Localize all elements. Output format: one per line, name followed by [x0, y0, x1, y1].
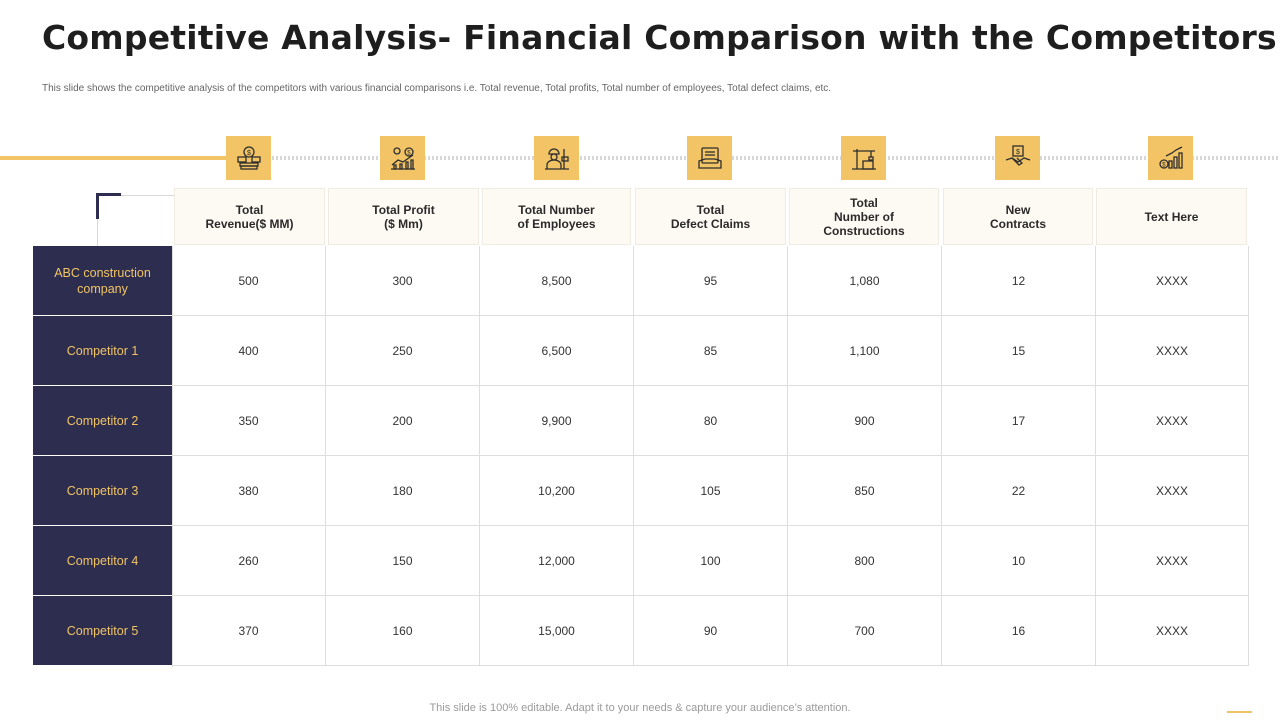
constructions-cell: 850 [788, 456, 942, 526]
defect-claims-cell: 90 [634, 596, 788, 666]
svg-text:$: $ [407, 151, 411, 157]
defect-claims-cell: 100 [634, 526, 788, 596]
contracts-cell: 22 [942, 456, 1096, 526]
svg-text:$: $ [1016, 149, 1020, 156]
constructions-cell: 1,080 [788, 246, 942, 316]
contracts-cell: 12 [942, 246, 1096, 316]
contracts-cell: 10 [942, 526, 1096, 596]
profit-chart-icon: $ [380, 136, 425, 180]
footer-accent [1227, 711, 1252, 713]
employees-cell: 10,200 [480, 456, 634, 526]
defect-claims-cell: 95 [634, 246, 788, 316]
constructions-cell: 800 [788, 526, 942, 596]
header-new-contracts: New Contracts [943, 188, 1093, 245]
revenue-cell: 350 [172, 386, 326, 456]
company-name-cell: ABC construction company [33, 246, 172, 316]
header-total-defect-claims: Total Defect Claims [635, 188, 786, 245]
revenue-cell: 500 [172, 246, 326, 316]
header-text-here: Text Here [1096, 188, 1247, 245]
text-here-cell: XXXX [1096, 596, 1249, 666]
growth-chart-icon: $ [1148, 136, 1193, 180]
constructions-cell: 700 [788, 596, 942, 666]
header-total-revenue: Total Revenue($ MM) [174, 188, 325, 245]
constructions-cell: 900 [788, 386, 942, 456]
text-here-cell: XXXX [1096, 386, 1249, 456]
defect-claims-cell: 105 [634, 456, 788, 526]
header-total-profit: Total Profit ($ Mm) [328, 188, 479, 245]
header-total-constructions: Total Number of Constructions [789, 188, 939, 245]
company-name-cell: Competitor 1 [33, 316, 172, 386]
employees-cell: 12,000 [480, 526, 634, 596]
table-row: Competitor 3 380 180 10,200 105 850 22 X… [33, 456, 1249, 526]
text-here-cell: XXXX [1096, 456, 1249, 526]
page-subtitle: This slide shows the competitive analysi… [42, 83, 832, 94]
defect-claims-cell: 85 [634, 316, 788, 386]
table-row: Competitor 5 370 160 15,000 90 700 16 XX… [33, 596, 1249, 666]
employees-cell: 15,000 [480, 596, 634, 666]
company-name-cell: Competitor 3 [33, 456, 172, 526]
footer-note: This slide is 100% editable. Adapt it to… [429, 702, 851, 714]
profit-cell: 160 [326, 596, 480, 666]
table-row: Competitor 2 350 200 9,900 80 900 17 XXX… [33, 386, 1249, 456]
contracts-cell: 15 [942, 316, 1096, 386]
revenue-cell: 380 [172, 456, 326, 526]
page-title: Competitive Analysis- Financial Comparis… [42, 18, 1277, 57]
revenue-cell: 400 [172, 316, 326, 386]
profit-cell: 300 [326, 246, 480, 316]
handshake-icon: $ [995, 136, 1040, 180]
table-corner-bracket [96, 193, 121, 219]
text-here-cell: XXXX [1096, 316, 1249, 386]
money-icon: $ [226, 136, 271, 180]
table-row: ABC construction company 500 300 8,500 9… [33, 246, 1249, 316]
table-row: Competitor 4 260 150 12,000 100 800 10 X… [33, 526, 1249, 596]
workers-icon [534, 136, 579, 180]
profit-cell: 200 [326, 386, 480, 456]
text-here-cell: XXXX [1096, 246, 1249, 316]
accent-line [0, 156, 232, 160]
svg-text:$: $ [1162, 163, 1166, 169]
crane-icon [841, 136, 886, 180]
constructions-cell: 1,100 [788, 316, 942, 386]
profit-cell: 180 [326, 456, 480, 526]
table-frame [172, 246, 1249, 667]
company-name-cell: Competitor 2 [33, 386, 172, 456]
table-row: Competitor 1 400 250 6,500 85 1,100 15 X… [33, 316, 1249, 386]
company-name-cell: Competitor 4 [33, 526, 172, 596]
defect-claims-cell: 80 [634, 386, 788, 456]
bracket-connector [121, 195, 176, 196]
contracts-cell: 17 [942, 386, 1096, 456]
revenue-cell: 370 [172, 596, 326, 666]
revenue-cell: 260 [172, 526, 326, 596]
employees-cell: 8,500 [480, 246, 634, 316]
dotted-divider [232, 156, 1280, 160]
profit-cell: 150 [326, 526, 480, 596]
defect-claims-icon [687, 136, 732, 180]
employees-cell: 6,500 [480, 316, 634, 386]
employees-cell: 9,900 [480, 386, 634, 456]
contracts-cell: 16 [942, 596, 1096, 666]
svg-text:$: $ [247, 150, 251, 157]
profit-cell: 250 [326, 316, 480, 386]
company-name-cell: Competitor 5 [33, 596, 172, 666]
text-here-cell: XXXX [1096, 526, 1249, 596]
header-total-employees: Total Number of Employees [482, 188, 631, 245]
bracket-connector [97, 219, 98, 246]
